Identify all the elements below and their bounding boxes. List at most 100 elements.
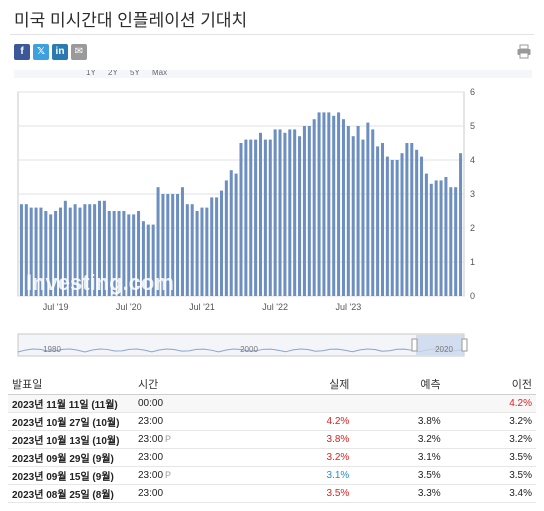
navigator-handle-right[interactable] (461, 338, 468, 352)
x-tick-label: Jul '21 (189, 302, 215, 312)
row-previous: 3.5% (444, 448, 536, 467)
table-row: 2023년 11월 11일 (11월) 00:00 4.2% (8, 394, 536, 413)
row-actual: 4.2% (262, 412, 354, 431)
table-row: 2023년 10월 13일 (10월) 23:00 P 3.8% 3.2% 3.2% (8, 430, 536, 449)
row-previous-text: 3.5% (509, 470, 532, 481)
x-tick-label: Jul '22 (262, 302, 288, 312)
bar (34, 207, 38, 296)
row-actual-text: 3.1% (326, 470, 350, 481)
bar (102, 200, 106, 296)
navigator-selection[interactable] (416, 335, 464, 355)
row-forecast: 3.5% (353, 466, 445, 485)
bar (190, 204, 194, 296)
row-previous: 3.5% (444, 466, 536, 485)
page-title: 미국 미시간대 인플레이션 기대치 (14, 11, 248, 30)
bar (122, 211, 126, 296)
row-actual-text: 3.8% (326, 434, 350, 445)
bar (19, 204, 23, 296)
bar (341, 119, 345, 296)
row-date-text: 2023년 09월 29일 (9월) (12, 454, 114, 465)
bar (73, 204, 77, 296)
chart-container: 1Y 2Y 5Y Max 0 1 2 3 4 5 6 Jul '19 Jul '20 Jul '21 Jul… (14, 68, 532, 366)
y-tick-label: 0 (470, 291, 475, 301)
bar (39, 207, 43, 296)
row-date: 2023년 09월 15일 (9월) (8, 466, 134, 485)
facebook-share-button[interactable]: f (14, 44, 30, 60)
bar (434, 180, 438, 296)
preliminary-mark: P (165, 434, 172, 444)
row-date: 2023년 09월 29일 (9월) (8, 448, 134, 467)
row-forecast-text: 3.5% (417, 470, 441, 481)
row-date-text: 2023년 11월 11일 (11월) (12, 400, 118, 411)
bar (259, 132, 263, 296)
table-row: 2023년 09월 15일 (9월) 23:00 P 3.1% 3.5% 3.5% (8, 466, 536, 485)
y-tick-label: 1 (470, 257, 475, 267)
bar (395, 160, 399, 296)
x-tick-label: Jul '19 (43, 302, 69, 312)
bar (215, 197, 219, 296)
bar (420, 156, 424, 296)
release-table: 발표일 시간 실제 예측 이전 2023년 11월 11일 (11월) 00:00… (8, 374, 536, 503)
bar (400, 153, 404, 296)
bar (107, 211, 111, 296)
bar (219, 190, 223, 296)
bar (200, 207, 204, 296)
y-tick-label: 4 (470, 155, 475, 165)
row-actual-text: 3.5% (326, 488, 350, 499)
navigator-year-label: 2000 (240, 345, 258, 354)
inflation-chart: 1Y 2Y 5Y Max 0 1 2 3 4 5 6 Jul '19 Jul '20 Jul '21 Jul… (14, 68, 532, 357)
bar (424, 173, 428, 296)
navigator-year-label: 1980 (43, 345, 61, 354)
bar (346, 126, 350, 296)
y-tick-label: 2 (470, 223, 475, 233)
bar (146, 224, 150, 296)
bar (78, 207, 82, 296)
bar (366, 122, 370, 296)
bar (371, 129, 375, 296)
bar (254, 139, 258, 296)
bar (137, 211, 141, 296)
bar (454, 187, 458, 296)
title-divider (10, 34, 534, 35)
bar (97, 200, 102, 296)
row-actual (262, 394, 354, 413)
bar (439, 180, 443, 296)
range-button-5y[interactable]: 5Y (130, 68, 140, 77)
preliminary-mark: P (165, 470, 172, 480)
bar (239, 143, 243, 296)
bar (293, 129, 297, 296)
bar (132, 214, 136, 296)
row-time-text: 23:00 (138, 434, 164, 445)
bar (171, 194, 175, 296)
row-actual: 3.8% (262, 430, 354, 449)
navigator-handle-left[interactable] (411, 338, 418, 352)
row-date-text: 2023년 10월 27일 (10월) (12, 418, 120, 429)
table-row: 2023년 10월 27일 (10월) 23:00 4.2% 3.8% 3.2% (8, 412, 536, 431)
twitter-share-button[interactable]: 𝕏 (33, 44, 49, 60)
row-date: 2023년 08월 25일 (8월) (8, 484, 134, 503)
printer-icon[interactable] (516, 44, 532, 60)
range-button-max[interactable]: Max (152, 68, 167, 77)
bar (390, 160, 394, 296)
bar (185, 204, 189, 296)
row-previous-text: 3.4% (509, 488, 532, 499)
linkedin-share-button[interactable]: in (52, 44, 68, 60)
row-forecast: 3.1% (353, 448, 445, 467)
navigator-year-label: 2020 (435, 345, 453, 354)
bar (268, 139, 272, 296)
row-date: 2023년 10월 27일 (10월) (8, 412, 134, 431)
bar (249, 139, 253, 296)
header-actual: 실제 (262, 374, 354, 395)
range-button-2y[interactable]: 2Y (108, 68, 118, 77)
row-time: 00:00 (134, 394, 262, 413)
bar (322, 112, 326, 297)
range-button-1y[interactable]: 1Y (86, 68, 96, 77)
row-forecast: 3.3% (353, 484, 445, 503)
bar (176, 194, 180, 296)
bar (195, 211, 199, 296)
row-previous: 3.4% (444, 484, 536, 503)
bar (376, 146, 380, 296)
bar (180, 187, 184, 296)
row-previous: 3.2% (444, 430, 536, 449)
email-share-button[interactable]: ✉ (71, 44, 87, 60)
